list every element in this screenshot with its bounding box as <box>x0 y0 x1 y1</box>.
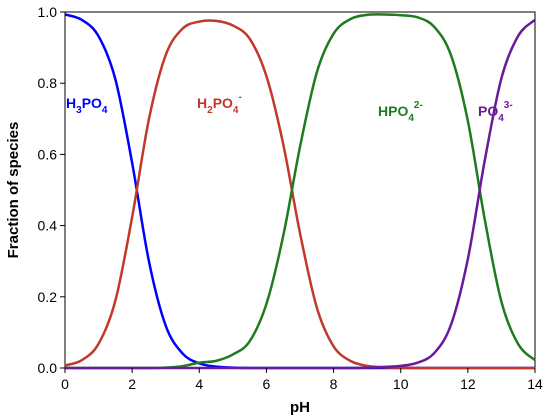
y-tick-label: 1.0 <box>38 4 58 20</box>
x-tick-label: 8 <box>330 376 338 392</box>
label-base2: PO <box>82 95 102 111</box>
label-sub1: 3 <box>76 105 82 116</box>
y-tick-label: 0.4 <box>38 218 58 234</box>
y-axis-title: Fraction of species <box>5 122 22 259</box>
label-sub2: 4 <box>233 105 239 116</box>
species-labels: H3PO4 H2PO4-HPO42- PO43- <box>66 92 513 124</box>
x-tick-label: 10 <box>393 376 409 392</box>
y-tick-label: 0.0 <box>38 360 58 376</box>
label-base1: H <box>197 95 207 111</box>
h2po4-label: H2PO4 - <box>197 92 242 116</box>
label-base1: HPO <box>378 103 408 119</box>
hpo4-label: HPO42- <box>378 100 423 124</box>
label-base2: PO <box>213 95 233 111</box>
y-tick-label: 0.6 <box>38 146 58 162</box>
x-tick-label: 4 <box>195 376 203 392</box>
label-sup: 3- <box>504 100 513 111</box>
h2po4-curve <box>64 19 535 370</box>
po4-label: PO43- <box>478 100 513 124</box>
po4-curve <box>65 18 536 370</box>
x-tick-label: 0 <box>61 376 69 392</box>
h3po4-label: H3PO4 <box>66 95 108 116</box>
plot-area <box>64 11 536 369</box>
label-sup: 2- <box>414 100 423 111</box>
series-layer <box>64 13 536 370</box>
x-tick-label: 12 <box>460 376 476 392</box>
label-base1: H <box>66 95 76 111</box>
y-tick-label: 0.2 <box>38 289 58 305</box>
x-tick-label: 6 <box>263 376 271 392</box>
x-axis-title: pH <box>290 399 310 416</box>
label-sub1: 4 <box>498 113 504 124</box>
y-axis-ticks: 0.0 0.2 0.4 0.6 0.8 1.0 <box>38 4 65 376</box>
x-axis-ticks: 0 2 4 6 8 10 12 14 <box>61 368 543 392</box>
label-sub2: 4 <box>102 105 108 116</box>
label-sub1: 2 <box>207 105 213 116</box>
plot-frame <box>64 11 536 369</box>
label-sup: - <box>238 92 241 103</box>
label-base1: PO <box>478 103 498 119</box>
label-sub1: 4 <box>408 113 414 124</box>
y-tick-label: 0.8 <box>38 75 58 91</box>
x-tick-label: 14 <box>527 376 543 392</box>
x-tick-label: 2 <box>128 376 136 392</box>
